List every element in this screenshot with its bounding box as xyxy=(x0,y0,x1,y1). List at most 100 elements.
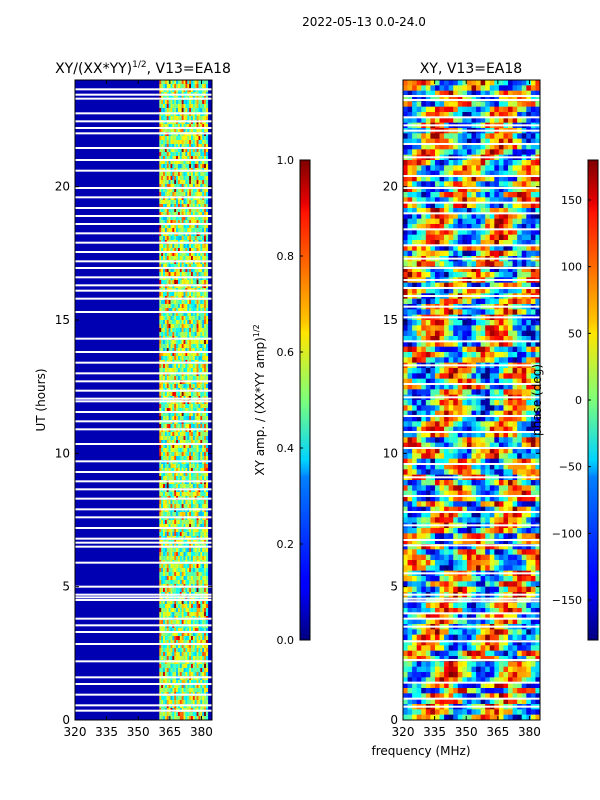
left-heatmap-cell xyxy=(189,364,192,369)
right-heatmap-cell xyxy=(407,85,413,91)
left-heatmap-cell xyxy=(176,484,179,489)
left-heatmap-cell xyxy=(168,408,171,413)
left-heatmap-cell xyxy=(185,268,188,273)
right-heatmap-cell xyxy=(466,186,472,193)
left-heatmap-cell xyxy=(189,224,192,229)
right-heatmap-cell xyxy=(412,106,417,113)
left-heatmap-cell xyxy=(205,604,209,609)
left-heatmap-cell xyxy=(166,300,169,305)
left-heatmap-cell xyxy=(163,712,166,717)
left-heatmap-cell xyxy=(198,576,201,581)
left-heatmap-cell xyxy=(202,500,205,505)
left-heatmap-cell xyxy=(166,444,169,449)
left-heatmap-cell xyxy=(200,308,203,313)
left-heatmap-cell xyxy=(189,652,192,657)
left-heatmap-cell xyxy=(177,600,181,605)
right-heatmap-cell xyxy=(476,106,481,113)
left-heatmap-cell xyxy=(189,664,192,669)
left-heatmap-cell xyxy=(198,248,201,253)
left-heatmap-cell xyxy=(161,684,164,689)
left-heatmap-cell xyxy=(192,348,196,353)
left-heatmap-cell xyxy=(170,504,173,509)
left-heatmap-cell xyxy=(192,572,196,577)
left-heatmap-cell xyxy=(168,444,171,449)
right-heatmap-cell xyxy=(498,112,504,118)
left-heatmap-cell xyxy=(181,176,184,181)
left-heatmap-cell xyxy=(200,292,203,297)
left-heatmap-cell xyxy=(202,224,205,229)
left-heatmap-cell xyxy=(168,268,171,273)
left-heatmap-cell xyxy=(192,324,196,329)
left-heatmap-cell xyxy=(196,572,199,577)
right-heatmap-cell xyxy=(416,192,422,198)
left-heatmap-cell xyxy=(172,212,175,217)
left-heatmap-cell xyxy=(161,664,164,669)
left-heatmap-cell xyxy=(166,144,169,149)
left-heatmap-cell xyxy=(164,452,168,457)
right-heatmap-cell xyxy=(412,181,417,187)
left-heatmap-cell xyxy=(179,528,182,533)
left-heatmap-cell xyxy=(185,148,188,153)
left-heatmap-cell xyxy=(161,448,164,453)
left-heatmap-cell xyxy=(196,468,199,473)
left-heatmap-cell xyxy=(161,216,164,221)
left-heatmap-cell xyxy=(183,448,186,453)
left-heatmap-cell xyxy=(189,468,192,473)
left-heatmap-cell xyxy=(185,292,188,297)
left-heatmap-cell xyxy=(172,668,175,673)
left-heatmap-cell xyxy=(200,528,203,533)
left-heatmap-cell xyxy=(174,180,177,185)
left-heatmap-cell xyxy=(168,316,171,321)
left-heatmap-cell xyxy=(161,160,164,165)
left-heatmap-cell xyxy=(196,192,199,197)
right-heatmap-cell xyxy=(498,144,504,150)
right-heatmap-cell xyxy=(485,138,491,145)
right-heatmap-cell xyxy=(462,181,468,187)
left-heatmap-cell xyxy=(185,440,188,445)
right-heatmap-cell xyxy=(457,149,463,155)
right-heatmap-cell xyxy=(453,112,459,118)
left-heatmap-cell xyxy=(159,200,162,205)
left-heatmap-cell xyxy=(172,320,175,325)
left-heatmap-cell xyxy=(187,416,190,421)
left-heatmap-cell xyxy=(204,84,207,89)
left-heatmap-cell xyxy=(161,636,164,641)
left-heatmap-cell xyxy=(204,644,207,649)
right-heatmap-cell xyxy=(466,181,472,187)
left-heatmap-cell xyxy=(164,612,168,617)
left-heatmap-cell xyxy=(166,524,169,529)
left-heatmap-cell xyxy=(170,392,173,397)
left-heatmap-cell xyxy=(164,580,168,585)
left-heatmap-cell xyxy=(181,668,184,673)
right-heatmap-cell xyxy=(403,192,408,198)
left-heatmap-cell xyxy=(191,116,194,121)
left-heatmap-cell xyxy=(200,320,203,325)
right-heatmap-cell xyxy=(434,170,440,177)
left-heatmap-cell xyxy=(170,696,173,701)
left-heatmap-cell xyxy=(161,532,164,537)
left-heatmap-cell xyxy=(191,224,194,229)
left-heatmap-gap xyxy=(75,97,212,100)
left-heatmap-cell xyxy=(172,608,175,613)
left-heatmap-cell xyxy=(198,500,201,505)
left-heatmap-cell xyxy=(179,632,182,637)
left-heatmap-cell xyxy=(205,84,209,89)
left-heatmap-cell xyxy=(200,116,203,121)
left-heatmap-cell xyxy=(196,476,199,481)
left-heatmap-cell xyxy=(159,664,162,669)
right-heatmap-cell xyxy=(517,138,523,145)
left-heatmap-cell xyxy=(177,424,181,429)
left-heatmap-cell xyxy=(204,464,207,469)
left-heatmap-cell xyxy=(170,164,173,169)
left-heatmap-cell xyxy=(183,424,186,429)
left-heatmap-cell xyxy=(183,208,186,213)
left-heatmap-cell xyxy=(187,312,190,317)
left-heatmap-cell xyxy=(187,404,190,409)
left-heatmap-cell xyxy=(204,628,207,633)
left-heatmap-cell xyxy=(191,652,194,657)
left-heatmap-cell xyxy=(205,176,209,181)
right-heatmap-cell xyxy=(412,176,417,182)
left-heatmap-cell xyxy=(194,200,197,205)
left-heatmap-cell xyxy=(159,600,162,605)
left-heatmap-cell xyxy=(189,612,192,617)
